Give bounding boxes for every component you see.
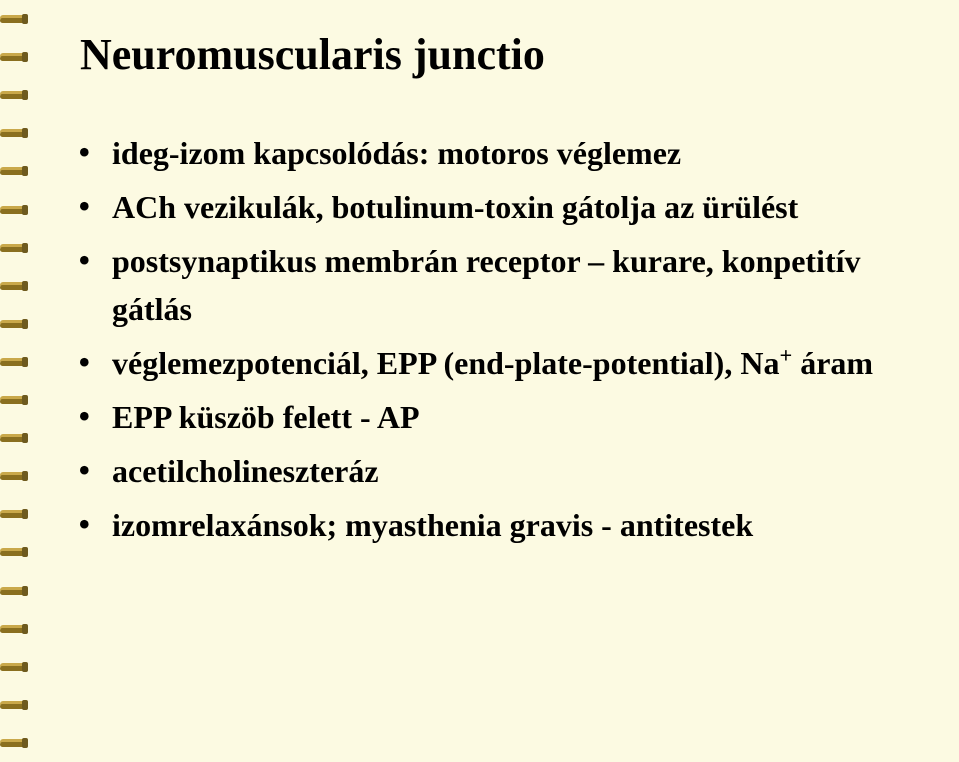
- bullet-item: ideg-izom kapcsolódás: motoros véglemez: [78, 129, 919, 177]
- bullet-list: ideg-izom kapcsolódás: motoros véglemez A…: [70, 129, 919, 549]
- slide-title: Neuromuscularis junctio: [80, 30, 919, 81]
- binding-ring: [0, 88, 30, 102]
- binding-ring: [0, 12, 30, 26]
- binding-ring: [0, 507, 30, 521]
- binding-ring: [0, 545, 30, 559]
- binding-ring: [0, 317, 30, 331]
- binding-ring: [0, 584, 30, 598]
- spiral-binding: [0, 0, 30, 762]
- binding-ring: [0, 431, 30, 445]
- binding-ring: [0, 126, 30, 140]
- binding-ring: [0, 279, 30, 293]
- bullet-item: postsynaptikus membrán receptor – kurare…: [78, 237, 919, 333]
- binding-ring: [0, 393, 30, 407]
- bullet-item: EPP küszöb felett - AP: [78, 393, 919, 441]
- bullet-item: izomrelaxánsok; myasthenia gravis - anti…: [78, 501, 919, 549]
- binding-ring: [0, 241, 30, 255]
- bullet-item: véglemezpotenciál, EPP (end-plate-potent…: [78, 339, 919, 387]
- bullet-item: ACh vezikulák, botulinum-toxin gátolja a…: [78, 183, 919, 231]
- bullet-item: acetilcholineszteráz: [78, 447, 919, 495]
- binding-ring: [0, 50, 30, 64]
- binding-ring: [0, 469, 30, 483]
- binding-ring: [0, 698, 30, 712]
- binding-ring: [0, 203, 30, 217]
- binding-ring: [0, 355, 30, 369]
- binding-ring: [0, 660, 30, 674]
- slide-content: Neuromuscularis junctio ideg-izom kapcso…: [70, 30, 919, 732]
- binding-ring: [0, 736, 30, 750]
- binding-ring: [0, 622, 30, 636]
- binding-ring: [0, 164, 30, 178]
